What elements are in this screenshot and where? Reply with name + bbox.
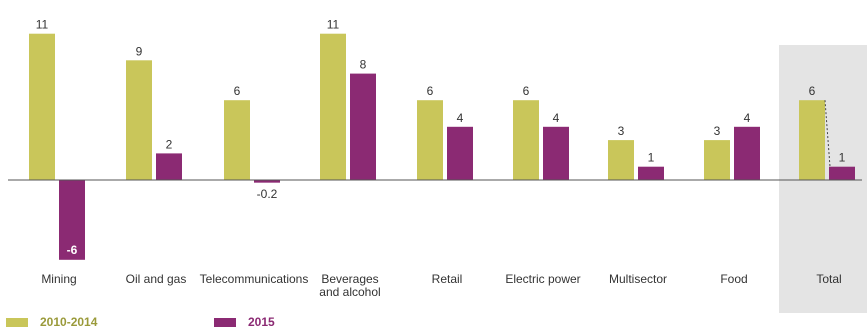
bar-s2-3 [350, 74, 376, 180]
data-label-s1-0: 11 [36, 18, 49, 32]
bar-s1-4 [417, 100, 443, 180]
category-label-2: Telecommunications [200, 272, 309, 286]
data-label-s1-1: 9 [136, 44, 143, 58]
data-label-s2-7: 4 [744, 111, 751, 125]
bar-s1-7 [704, 140, 730, 180]
bar-s1-6 [608, 140, 634, 180]
category-label-8: Total [816, 272, 841, 286]
data-label-s2-1: 2 [166, 137, 173, 151]
legend: 2010-2014 2015 [0, 316, 867, 328]
legend-label-1: 2010-2014 [40, 316, 97, 328]
bar-s2-7 [734, 127, 760, 180]
data-label-s2-3: 8 [360, 58, 367, 72]
bar-s1-0 [29, 34, 55, 180]
data-label-s1-7: 3 [714, 124, 721, 138]
data-label-s1-5: 6 [523, 84, 530, 98]
bar-s2-5 [543, 127, 569, 180]
legend-swatch-1 [6, 318, 28, 327]
legend-item-2: 2015 [214, 316, 275, 328]
bar-s1-3 [320, 34, 346, 180]
category-label-7: Food [720, 272, 747, 286]
data-label-s1-3: 11 [327, 18, 340, 32]
legend-label-2: 2015 [248, 316, 275, 328]
bar-s2-6 [638, 167, 664, 180]
bar-s2-1 [156, 153, 182, 180]
data-label-s2-6: 1 [648, 151, 655, 165]
data-label-s2-2: -0.2 [257, 187, 278, 201]
data-label-s1-6: 3 [618, 124, 625, 138]
bar-s1-2 [224, 100, 250, 180]
category-label-0: Mining [41, 272, 76, 286]
category-label-5: Electric power [505, 272, 580, 286]
data-label-s2-0: -6 [67, 243, 78, 257]
bar-s1-5 [513, 100, 539, 180]
data-label-s1-8: 6 [809, 84, 816, 98]
category-label-1: Oil and gas [126, 272, 187, 286]
category-label-4: Retail [432, 272, 463, 286]
data-label-s1-4: 6 [427, 84, 434, 98]
legend-item-1: 2010-2014 [6, 316, 97, 328]
bar-s2-4 [447, 127, 473, 180]
data-label-s1-2: 6 [234, 84, 241, 98]
data-label-s2-4: 4 [457, 111, 464, 125]
bar-s1-8 [799, 100, 825, 180]
legend-swatch-2 [214, 318, 236, 327]
category-label-3-line-0: Beverages [321, 272, 378, 286]
data-label-s2-5: 4 [553, 111, 560, 125]
bar-s2-8 [829, 167, 855, 180]
category-label-6: Multisector [609, 272, 667, 286]
bar-s1-1 [126, 60, 152, 180]
category-label-3-line-1: and alcohol [319, 285, 380, 299]
data-label-s2-8: 1 [839, 151, 846, 165]
